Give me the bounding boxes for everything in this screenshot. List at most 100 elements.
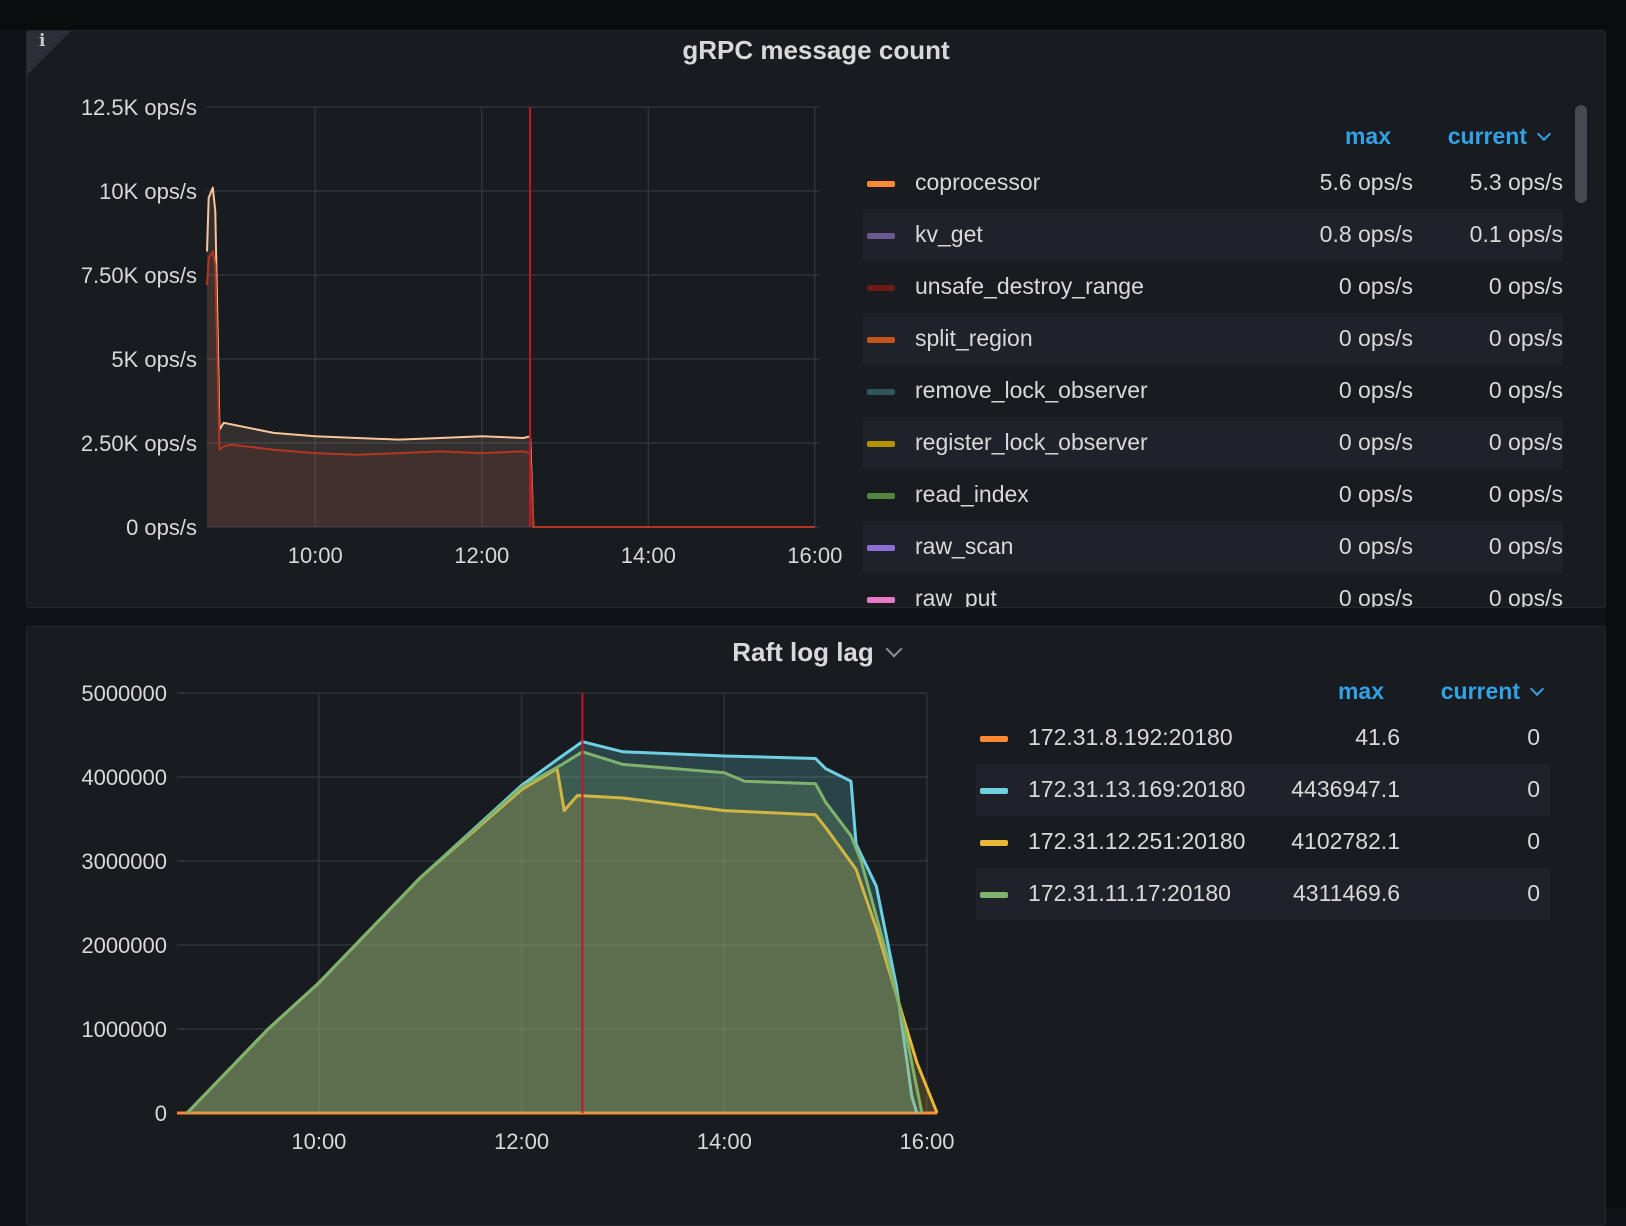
- legend-item-current: 0 ops/s: [1488, 481, 1563, 507]
- legend-item-name[interactable]: 172.31.12.251:20180: [1028, 828, 1246, 854]
- raft-legend: max current 172.31.8.192:20180 41.6 0 172.3…: [976, 658, 1582, 920]
- right-edge: [1606, 30, 1626, 1208]
- y-tick-label: 4000000: [81, 765, 167, 790]
- legend-item-current: 0: [1527, 776, 1540, 802]
- legend-item[interactable]: remove_lock_observer 0 ops/s 0 ops/s: [863, 365, 1563, 417]
- panel-title-text[interactable]: gRPC message count: [682, 35, 950, 65]
- legend-sort-current[interactable]: current: [1447, 123, 1552, 150]
- legend-item[interactable]: read_index 0 ops/s 0 ops/s: [863, 469, 1563, 521]
- legend-item[interactable]: 172.31.12.251:20180 4102782.1 0: [976, 816, 1550, 868]
- legend-sort-max[interactable]: max: [1344, 123, 1391, 149]
- series-line[interactable]: [206, 250, 815, 528]
- legend-item-current: 0: [1527, 724, 1540, 750]
- legend-item-name[interactable]: 172.31.8.192:20180: [1028, 724, 1233, 750]
- legend-item-name[interactable]: remove_lock_observer: [915, 377, 1148, 403]
- series-color-swatch[interactable]: [867, 441, 895, 447]
- legend-header: max current: [976, 658, 1582, 712]
- legend-item-current: 0 ops/s: [1488, 533, 1563, 559]
- series-area: [187, 741, 917, 1113]
- legend-item-current: 5.3 ops/s: [1469, 169, 1563, 195]
- legend-item[interactable]: 172.31.11.17:20180 4311469.6 0: [976, 868, 1550, 920]
- y-tick-label: 12.5K ops/s: [81, 95, 197, 120]
- series-area: [207, 187, 815, 527]
- legend-item-name[interactable]: 172.31.11.17:20180: [1028, 880, 1231, 906]
- series-color-swatch[interactable]: [867, 545, 895, 551]
- series-line[interactable]: [186, 750, 924, 1115]
- legend-item-max: 4102782.1: [1291, 828, 1400, 854]
- legend-item-name[interactable]: raw_put: [915, 585, 997, 608]
- legend-item[interactable]: raw_put 0 ops/s 0 ops/s: [863, 573, 1563, 608]
- grpc-message-count-chart[interactable]: 12.5K ops/s 10K ops/s 7.50K ops/s 5K ops/s 2…: [27, 31, 847, 608]
- legend-item-max: 4436947.1: [1291, 776, 1400, 802]
- legend-item-max: 4311469.6: [1292, 880, 1400, 906]
- info-corner[interactable]: [27, 31, 71, 75]
- y-tick-label: 7.50K ops/s: [81, 263, 197, 288]
- series-color-swatch[interactable]: [867, 597, 895, 603]
- series-color-swatch[interactable]: [867, 285, 895, 291]
- series-color-swatch[interactable]: [980, 788, 1008, 794]
- series-color-swatch[interactable]: [980, 840, 1008, 846]
- legend-item[interactable]: unsafe_destroy_range 0 ops/s 0 ops/s: [863, 261, 1563, 313]
- panel-title[interactable]: gRPC message count: [27, 35, 1605, 66]
- series-line[interactable]: [206, 186, 815, 528]
- series-color-swatch[interactable]: [980, 892, 1008, 898]
- x-tick-label: 16:00: [787, 543, 842, 568]
- series-color-swatch[interactable]: [980, 736, 1008, 742]
- x-tick-label: 14:00: [697, 1129, 752, 1154]
- legend-item-current: 0 ops/s: [1488, 325, 1563, 351]
- y-tick-label: 0 ops/s: [126, 515, 197, 540]
- legend-item[interactable]: coprocessor 5.6 ops/s 5.3 ops/s: [863, 157, 1563, 209]
- series-color-swatch[interactable]: [867, 337, 895, 343]
- legend-item-current: 0 ops/s: [1488, 273, 1563, 299]
- legend-item-max: 0 ops/s: [1338, 585, 1413, 608]
- info-icon[interactable]: i: [39, 31, 46, 51]
- legend-item-name[interactable]: 172.31.13.169:20180: [1028, 776, 1246, 802]
- chevron-down-icon[interactable]: [1536, 126, 1552, 142]
- x-tick-label: 10:00: [288, 543, 343, 568]
- x-tick-label: 12:00: [494, 1129, 549, 1154]
- legend-sort-current-label[interactable]: current: [1447, 123, 1527, 149]
- legend-item-name[interactable]: raw_scan: [915, 533, 1014, 559]
- panel-title-text[interactable]: Raft log lag: [732, 637, 874, 667]
- legend-item[interactable]: kv_get 0.8 ops/s 0.1 ops/s: [863, 209, 1563, 261]
- x-tick-label: 16:00: [899, 1129, 954, 1154]
- legend-sort-current[interactable]: current: [1440, 678, 1545, 705]
- x-tick-label: 12:00: [454, 543, 509, 568]
- legend-item[interactable]: 172.31.8.192:20180 41.6 0: [976, 712, 1550, 764]
- series-area: [187, 751, 922, 1113]
- series-color-swatch[interactable]: [867, 181, 895, 187]
- legend-item-current: 0.1 ops/s: [1469, 221, 1563, 247]
- legend-item-max: 0 ops/s: [1338, 273, 1413, 299]
- legend-item-name[interactable]: register_lock_observer: [915, 429, 1148, 455]
- legend-item-name[interactable]: unsafe_destroy_range: [915, 273, 1144, 299]
- series-color-swatch[interactable]: [867, 233, 895, 239]
- legend-sort-max[interactable]: max: [1337, 678, 1384, 704]
- legend-item[interactable]: split_region 0 ops/s 0 ops/s: [863, 313, 1563, 365]
- legend-item[interactable]: 172.31.13.169:20180 4436947.1 0: [976, 764, 1550, 816]
- y-tick-label: 3000000: [81, 849, 167, 874]
- grpc-legend: max current coprocessor 5.6 ops/s 5.3 ops/…: [863, 103, 1589, 608]
- legend-item-name[interactable]: read_index: [915, 481, 1029, 507]
- y-tick-label: 1000000: [81, 1017, 167, 1042]
- legend-item[interactable]: raw_scan 0 ops/s 0 ops/s: [863, 521, 1563, 573]
- legend-scrollbar[interactable]: [1575, 105, 1587, 203]
- legend-sort-current-label[interactable]: current: [1440, 678, 1520, 704]
- series-area: [187, 768, 938, 1113]
- legend-item-name[interactable]: split_region: [915, 325, 1033, 351]
- series-color-swatch[interactable]: [867, 493, 895, 499]
- raft-log-lag-chart[interactable]: 5000000 4000000 3000000 2000000 1000000 0 10:0…: [27, 627, 977, 1226]
- x-tick-label: 10:00: [291, 1129, 346, 1154]
- legend-item[interactable]: register_lock_observer 0 ops/s 0 ops/s: [863, 417, 1563, 469]
- grpc-message-count-panel: i gRPC message count 12.5K ops/s 10K ops/…: [26, 30, 1606, 608]
- legend-item-name[interactable]: kv_get: [915, 221, 983, 247]
- legend-item-max: 0 ops/s: [1338, 481, 1413, 507]
- series-color-swatch[interactable]: [867, 389, 895, 395]
- raft-log-lag-panel: Raft log lag 5000000 4000000 3000000 200000…: [26, 626, 1606, 1226]
- legend-item-name[interactable]: coprocessor: [915, 169, 1041, 195]
- legend-item-current: 0 ops/s: [1488, 429, 1563, 455]
- panel-title[interactable]: Raft log lag: [27, 637, 1605, 668]
- chevron-down-icon[interactable]: [1529, 681, 1545, 697]
- y-tick-label: 5000000: [81, 681, 167, 706]
- legend-item-max: 0 ops/s: [1338, 377, 1413, 403]
- legend-item-current: 0 ops/s: [1488, 585, 1563, 608]
